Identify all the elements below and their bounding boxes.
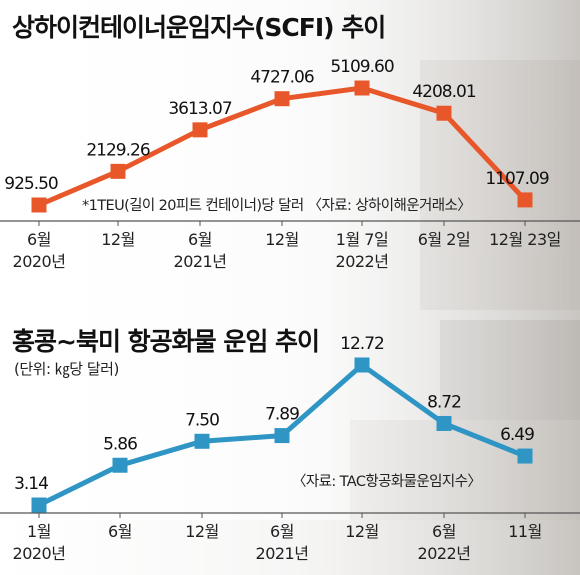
chart-title-scfi: 상하이컨테이너운임지수(SCFI) 추이 [12, 13, 386, 42]
data-point-0-4 [354, 80, 370, 96]
x-tick-year-1-0: 2020년 [13, 544, 66, 563]
data-point-1-1 [112, 457, 128, 473]
data-label-0-0: 925.50 [4, 174, 58, 194]
data-label-1-0: 3.14 [14, 474, 48, 494]
x-tick-year-0-2: 2021년 [174, 252, 227, 271]
unit-label: (단위: ㎏당 달러) [14, 360, 119, 378]
x-tick-year-1-5: 2022년 [418, 544, 471, 563]
data-point-1-2 [194, 433, 210, 449]
x-tick-label-0-3: 12월 [265, 230, 299, 249]
data-label-1-3: 7.89 [265, 405, 299, 425]
x-tick-label-0-1: 12월 [101, 230, 135, 249]
x-tick-label-0-0: 6월 [27, 230, 51, 249]
x-tick-label-0-4: 1월 7일 [336, 230, 388, 249]
data-point-0-1 [110, 163, 126, 179]
source-note-air-freight: 〈자료: TAC항공화물운임지수〉 [292, 474, 482, 490]
x-tick-label-1-1: 6월 [108, 522, 132, 541]
x-tick-label-0-5: 6월 2일 [418, 230, 470, 249]
data-label-1-5: 8.72 [427, 392, 461, 412]
x-tick-year-0-0: 2020년 [13, 252, 66, 271]
x-tick-label-1-2: 12월 [185, 522, 219, 541]
data-label-0-6: 1107.09 [485, 169, 548, 189]
data-label-1-1: 5.86 [103, 434, 137, 454]
data-point-0-3 [274, 91, 290, 107]
data-label-0-2: 3613.07 [168, 99, 231, 119]
x-tick-label-1-5: 6월 [432, 522, 456, 541]
x-tick-label-0-2: 6월 [188, 230, 212, 249]
data-point-0-6 [517, 192, 533, 208]
data-label-0-3: 4727.06 [250, 68, 313, 88]
source-note-scfi: *1TEU(길이 20피트 컨테이너)당 달러 〈자료: 상하이해운거래소〉 [82, 198, 472, 214]
x-tick-label-1-4: 12월 [345, 522, 379, 541]
data-label-0-1: 2129.26 [86, 140, 149, 160]
x-tick-year-0-4: 2022년 [336, 252, 389, 271]
x-tick-label-1-3: 6월 [270, 522, 294, 541]
data-point-1-3 [274, 428, 290, 444]
data-point-0-0 [31, 197, 47, 213]
x-tick-label-0-6: 12월 23일 [489, 230, 561, 249]
data-label-1-6: 6.49 [500, 425, 534, 445]
data-point-1-5 [436, 415, 452, 431]
data-point-0-2 [192, 122, 208, 138]
data-label-1-2: 7.50 [185, 410, 219, 430]
data-point-1-0 [31, 497, 47, 513]
data-label-0-5: 4208.01 [412, 82, 475, 102]
data-point-0-5 [436, 105, 452, 121]
data-point-1-6 [517, 448, 533, 464]
chart-title-air-freight: 홍콩~북미 항공화물 운임 추이 [12, 327, 320, 356]
x-tick-label-1-0: 1월 [27, 522, 51, 541]
x-tick-year-1-3: 2021년 [256, 544, 309, 563]
x-tick-label-1-6: 11월 [508, 522, 542, 541]
data-point-1-4 [354, 357, 370, 373]
data-label-1-4: 12.72 [340, 334, 384, 354]
data-label-0-4: 5109.60 [330, 57, 393, 77]
